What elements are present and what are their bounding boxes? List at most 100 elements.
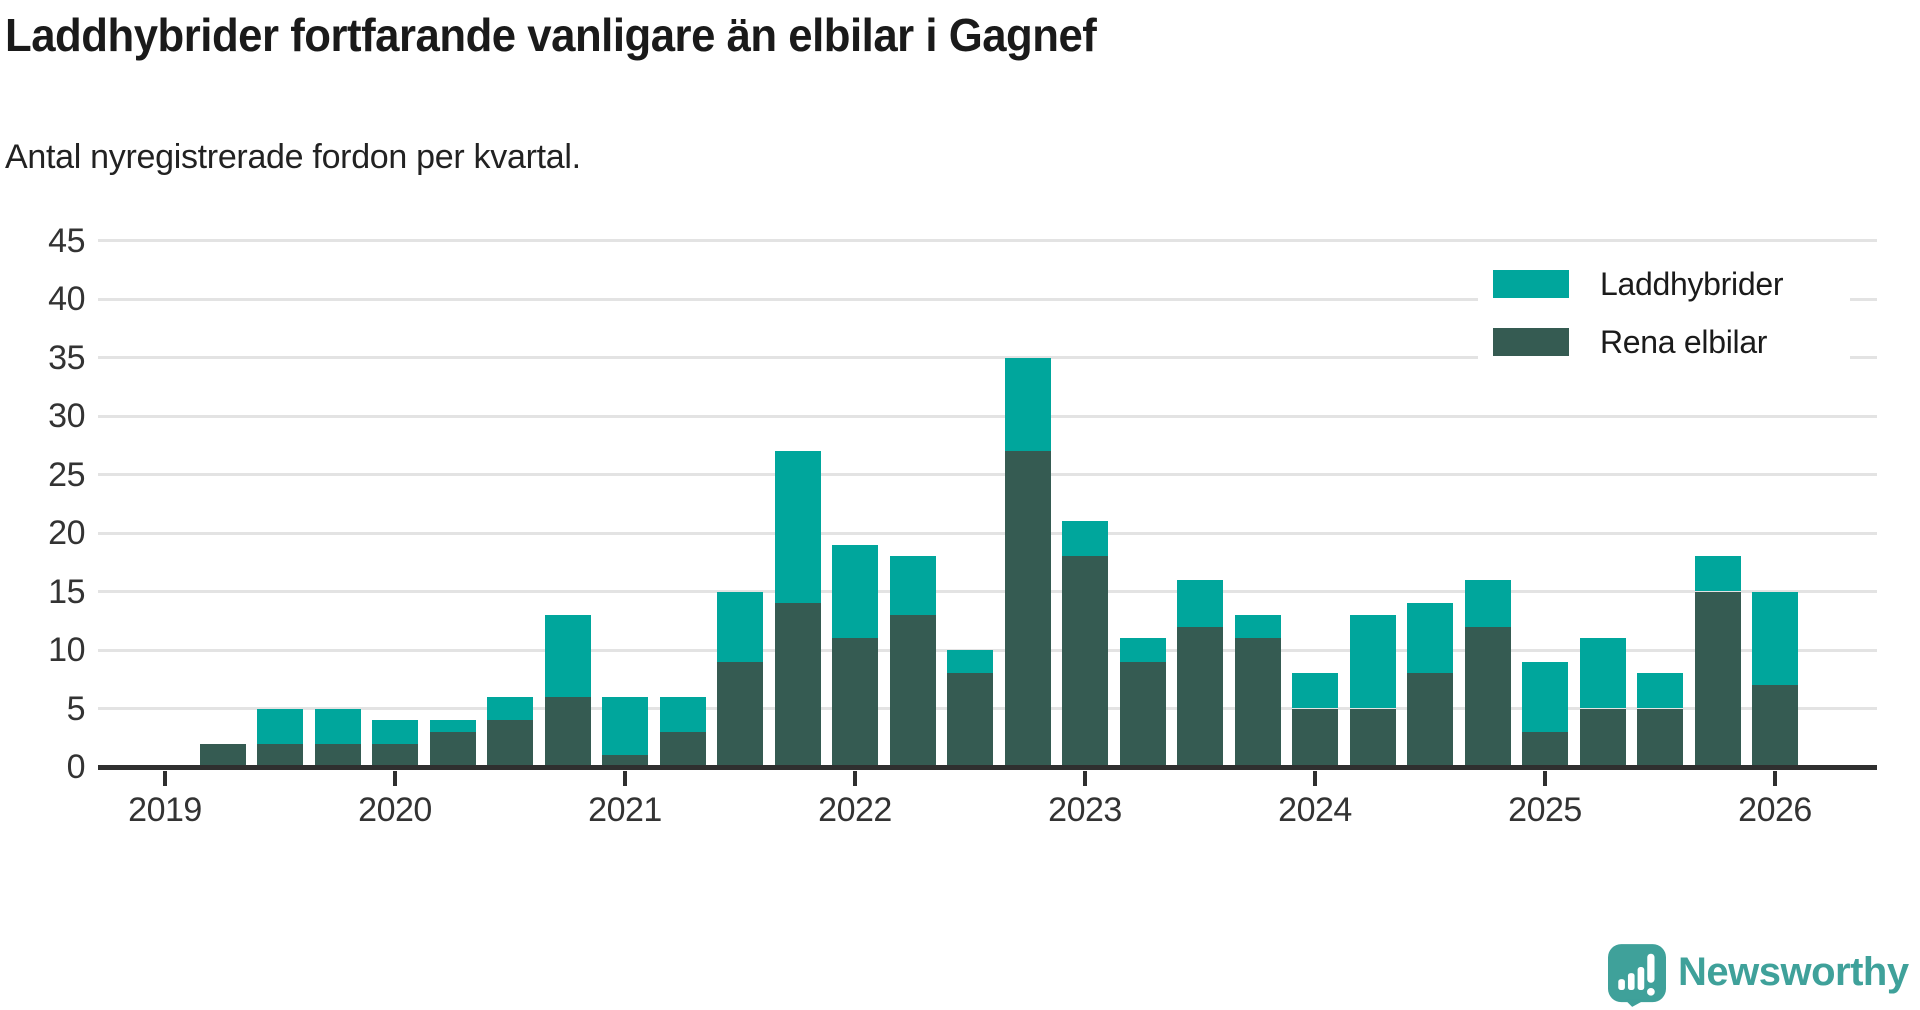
bar-segment-laddhybrider: [1234, 614, 1281, 639]
bar-segment-laddhybrider: [1292, 673, 1338, 709]
chart-title: Laddhybrider fortfarande vanligare än el…: [5, 9, 1097, 61]
legend-item-rena-elbilar: Rena elbilar: [1493, 326, 1850, 358]
x-axis-label: 2021: [588, 791, 662, 829]
gridline: [98, 590, 1877, 593]
legend-swatch-rena-elbilar: [1493, 328, 1569, 356]
bar-segment-laddhybrider: [544, 614, 591, 697]
legend: Laddhybrider Rena elbilar: [1478, 268, 1850, 366]
bar-segment-laddhybrider: [889, 556, 936, 615]
bar-segment-laddhybrider: [659, 696, 706, 732]
bar-segment-rena-elbilar: [602, 755, 648, 767]
bar-segment-laddhybrider: [1062, 521, 1108, 557]
bar-segment-laddhybrider: [774, 451, 821, 604]
bar-segment-laddhybrider: [1177, 579, 1223, 627]
bar-segment-rena-elbilar: [1349, 708, 1396, 767]
bar-segment-laddhybrider: [1407, 603, 1453, 674]
x-axis-tick: [1313, 771, 1317, 786]
newsworthy-logo: Newsworthy: [1608, 944, 1909, 1007]
y-axis-label: 40: [48, 280, 85, 318]
bar-segment-laddhybrider: [947, 650, 993, 674]
gridline: [98, 297, 1877, 301]
bar-segment-rena-elbilar: [1637, 708, 1683, 767]
x-axis-tick: [853, 771, 857, 786]
y-axis-label: 5: [66, 689, 86, 728]
x-axis-label: 2019: [128, 791, 202, 829]
y-axis-label: 30: [48, 397, 85, 435]
x-axis-label: 2024: [1278, 791, 1352, 829]
bar-segment-rena-elbilar: [257, 743, 303, 767]
bar-segment-rena-elbilar: [1407, 673, 1453, 767]
bar-segment-rena-elbilar: [1177, 626, 1223, 767]
bar-segment-rena-elbilar: [659, 731, 706, 767]
bar-segment-rena-elbilar: [774, 603, 821, 767]
bar-segment-rena-elbilar: [947, 673, 993, 767]
y-axis-label: 35: [48, 338, 85, 377]
y-axis-label: 15: [48, 572, 85, 611]
x-axis-label: 2023: [1048, 791, 1122, 829]
bar-segment-rena-elbilar: [1292, 708, 1338, 767]
y-axis-label: 10: [48, 631, 85, 669]
bar-segment-laddhybrider: [1119, 638, 1166, 662]
bar-segment-laddhybrider: [717, 591, 763, 662]
bar-segment-laddhybrider: [429, 720, 476, 732]
x-axis-tick: [1773, 771, 1777, 786]
bar-segment-laddhybrider: [1579, 638, 1626, 709]
bar-segment-rena-elbilar: [1119, 661, 1166, 767]
x-axis-label: 2025: [1508, 791, 1582, 829]
bar-segment-rena-elbilar: [832, 638, 878, 767]
bar-segment-rena-elbilar: [1464, 626, 1511, 767]
bar-segment-laddhybrider: [1004, 357, 1051, 452]
y-axis-label: 0: [66, 748, 86, 786]
bar-segment-rena-elbilar: [314, 743, 361, 767]
legend-label: Laddhybrider: [1600, 266, 1784, 302]
bar-segment-rena-elbilar: [1522, 731, 1568, 767]
bar-segment-laddhybrider: [257, 708, 303, 744]
chart-subtitle: Antal nyregistrerade fordon per kvartal.: [5, 138, 581, 176]
bar-segment-rena-elbilar: [717, 661, 763, 767]
y-axis-label: 45: [48, 221, 85, 260]
y-axis-label: 25: [48, 455, 85, 494]
bar-segment-rena-elbilar: [1234, 638, 1281, 767]
newsworthy-icon: [1608, 944, 1666, 1007]
bar-segment-laddhybrider: [1752, 591, 1798, 686]
newsworthy-wordmark: Newsworthy: [1678, 949, 1909, 994]
bar-segment-rena-elbilar: [889, 614, 936, 767]
bar-segment-rena-elbilar: [372, 743, 418, 767]
bar-segment-rena-elbilar: [1004, 451, 1051, 767]
bar-segment-rena-elbilar: [199, 743, 246, 767]
x-axis-tick: [1083, 771, 1087, 786]
y-axis-label: 20: [48, 514, 85, 552]
x-axis-label: 2026: [1738, 791, 1812, 829]
legend-item-laddhybrider: Laddhybrider: [1493, 266, 1850, 302]
bar-segment-laddhybrider: [1637, 673, 1683, 709]
bar-segment-laddhybrider: [832, 544, 878, 639]
bar-segment-rena-elbilar: [1694, 591, 1741, 767]
bar-segment-laddhybrider: [1694, 556, 1741, 592]
bar-segment-laddhybrider: [487, 696, 533, 721]
gridline: [98, 473, 1877, 476]
x-axis-label: 2022: [818, 791, 892, 829]
gridline: [98, 356, 1877, 359]
x-axis-tick: [1543, 771, 1547, 786]
bar-segment-laddhybrider: [1464, 579, 1511, 627]
x-axis-tick: [163, 771, 167, 786]
gridline: [98, 414, 1877, 418]
bar-segment-laddhybrider: [1349, 614, 1396, 709]
bar-segment-rena-elbilar: [544, 696, 591, 767]
x-axis-label: 2020: [358, 791, 432, 829]
x-axis-line: [98, 765, 1877, 770]
bar-segment-rena-elbilar: [429, 731, 476, 767]
gridline: [98, 531, 1877, 535]
bar-segment-laddhybrider: [314, 708, 361, 744]
bar-segment-rena-elbilar: [1062, 556, 1108, 767]
bar-segment-laddhybrider: [602, 696, 648, 756]
gridline: [98, 239, 1877, 242]
bar-segment-rena-elbilar: [487, 720, 533, 767]
legend-swatch-laddhybrider: [1493, 270, 1569, 298]
x-axis-tick: [393, 771, 397, 786]
bar-segment-rena-elbilar: [1579, 708, 1626, 767]
bar-segment-laddhybrider: [1522, 661, 1568, 732]
bar-segment-rena-elbilar: [1752, 685, 1798, 767]
